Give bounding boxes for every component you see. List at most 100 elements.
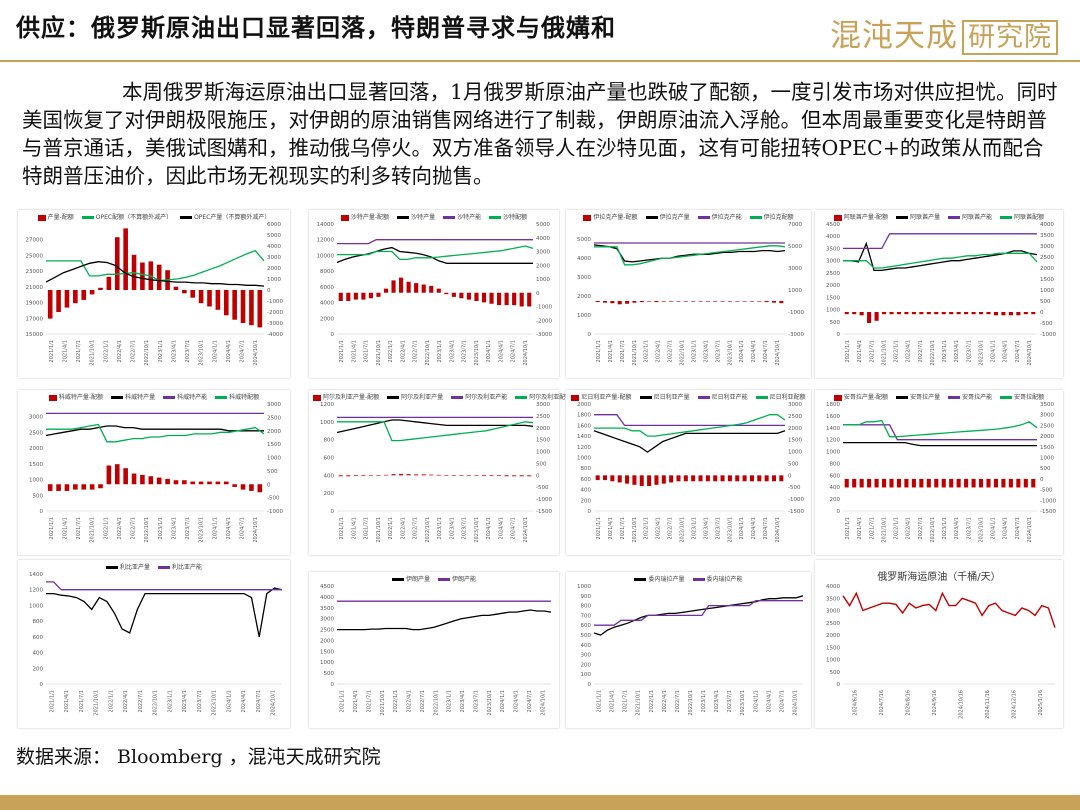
y-tick-right: -1500	[788, 509, 804, 515]
x-tick: 2021/4/1	[857, 517, 863, 539]
bar	[844, 312, 849, 315]
bar	[414, 474, 419, 476]
y-tick-left: 1000	[826, 308, 840, 314]
y-tick-right: 2000	[536, 426, 550, 432]
x-tick: 2021/4/1	[610, 690, 616, 712]
y-tick-left: 400	[830, 485, 841, 491]
bar	[429, 474, 434, 476]
x-tick: 2022/1/1	[108, 690, 114, 712]
bar	[489, 292, 494, 304]
legend-entry: 科威特产量	[111, 394, 155, 401]
bar	[114, 237, 120, 290]
x-tick: 2023/10/1	[740, 690, 746, 716]
summary-paragraph: 本周俄罗斯海运原油出口显著回落，1月俄罗斯原油产量也跌破了配额，一度引发市场对供…	[22, 80, 1058, 188]
bar	[941, 312, 946, 315]
x-tick: 2024/7/1	[256, 690, 262, 712]
legend-swatch	[37, 214, 46, 221]
legend-swatch	[340, 214, 349, 221]
y-tick-left: 3000	[29, 415, 43, 421]
bar	[215, 290, 221, 310]
y-tick-left: 1400	[577, 434, 591, 440]
x-tick: 2021/10/1	[881, 340, 887, 366]
x-tick: 2021/7/1	[869, 340, 875, 362]
bar	[926, 312, 931, 315]
bar	[383, 474, 389, 476]
y-tick-right: -500	[267, 496, 280, 502]
y-tick-left: 1000	[577, 584, 591, 590]
x-tick: 2024/1/1	[486, 340, 492, 362]
y-tick-right: 2500	[1040, 423, 1054, 429]
x-tick: 2021/10/1	[90, 517, 96, 543]
x-tick: 2023/1/1	[447, 690, 453, 712]
bar	[182, 290, 187, 294]
bar	[859, 312, 864, 316]
bar	[934, 312, 939, 315]
bar	[610, 301, 615, 304]
bar	[904, 478, 909, 488]
y-tick-right: 500	[267, 469, 278, 475]
x-tick: 2021/10/1	[94, 690, 100, 716]
legend-swatch	[443, 216, 456, 219]
bar	[148, 476, 154, 485]
legend-swatch	[438, 578, 450, 581]
x-tick: 2021/1/1	[845, 517, 851, 539]
y-tick-right: 5000	[536, 222, 550, 228]
bar	[889, 312, 894, 315]
bar	[257, 484, 263, 493]
y-tick-right: 3500	[1040, 402, 1054, 408]
legend-label: 沙特产量-配额	[350, 214, 390, 221]
y-tick-left: 1400	[29, 572, 43, 578]
y-tick-right: 6000	[267, 222, 281, 228]
series-line-green	[337, 421, 534, 442]
series-line-green	[843, 419, 1038, 438]
x-tick: 2024/7/16	[879, 690, 885, 716]
y-tick-right: 2500	[536, 414, 550, 420]
series-line-green	[46, 423, 265, 443]
chart-svg-uae: 0 500 1000 1500 2000 2500 3000 3500 4000 4500 -100…	[826, 222, 1056, 366]
chart-svg-kuwait: 0 500 1000 1500 2000 2500 3000 -1000 -500 0 500 100…	[29, 402, 283, 543]
y-tick-right: 0	[788, 473, 792, 479]
y-tick-right: 0	[1040, 310, 1044, 316]
bar	[632, 475, 637, 485]
y-tick-left: 0	[837, 332, 841, 338]
series-line-black	[336, 419, 534, 434]
bar	[165, 478, 170, 485]
x-tick: 2023/4/1	[703, 340, 709, 362]
legend-entry: 安哥拉产量-配额	[833, 394, 888, 401]
legend-entry: 尼日利亚产量-配额	[571, 394, 632, 401]
chart-svg-iraq: 0 1000 2000 3000 4000 5000 -3000 -1000 1000 3000 5…	[577, 222, 804, 366]
y-tick-right: 2500	[267, 415, 281, 421]
legend-swatch	[451, 396, 464, 399]
chart-legend: 尼日利亚产量-配额 尼日利亚产量 尼日利亚产能 尼日利亚配额	[566, 392, 811, 401]
legend-swatch	[180, 216, 193, 219]
x-tick: 2024/4/1	[751, 517, 757, 539]
bar	[406, 474, 411, 476]
bar	[617, 301, 622, 305]
bar	[625, 475, 630, 484]
x-tick: 2022/7/1	[131, 517, 137, 539]
y-tick-right: -1000	[788, 310, 804, 316]
y-tick-left: 1800	[826, 402, 840, 408]
x-tick: 2022/7/1	[918, 517, 924, 539]
y-tick-right: 1500	[788, 438, 802, 444]
y-tick-left: 700	[581, 613, 592, 619]
series-line-purple	[46, 581, 282, 591]
x-tick: 2024/10/1	[540, 690, 546, 716]
x-tick: 2024/6/16	[852, 690, 858, 716]
y-tick-left: 0	[588, 682, 592, 688]
legend-swatch	[571, 394, 580, 401]
x-tick: 2024/12/16	[1011, 690, 1017, 719]
legend-entry: 委内瑞拉产能	[692, 576, 743, 583]
y-tick-right: 500	[788, 461, 799, 467]
legend-entry: 委内瑞拉产量	[634, 576, 685, 583]
y-tick-left: 1500	[826, 645, 840, 651]
y-tick-right: 1000	[267, 456, 281, 462]
y-tick-right: 3000	[536, 250, 550, 256]
x-tick: 2022/7/1	[138, 690, 144, 712]
legend-label: 阿联酋产量	[910, 214, 941, 221]
bar	[1023, 478, 1028, 488]
bar	[376, 475, 381, 476]
chart-legend: 阿联酋产量-配额 阿联酋产量 阿联酋产能 阿联酋配额	[815, 212, 1063, 221]
x-tick: 2024/4/1	[1003, 517, 1009, 539]
legend-entry: 伊拉克产量	[645, 214, 690, 221]
